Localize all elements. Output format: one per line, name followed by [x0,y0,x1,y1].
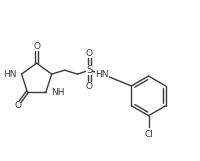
Text: S: S [86,65,92,75]
Text: O: O [85,49,92,58]
Text: NH: NH [51,88,65,97]
Text: Cl: Cl [143,129,152,138]
Text: O: O [85,82,92,91]
Text: HN: HN [95,70,108,79]
Text: HN: HN [3,70,16,79]
Text: O: O [14,101,21,109]
Text: O: O [33,42,40,51]
